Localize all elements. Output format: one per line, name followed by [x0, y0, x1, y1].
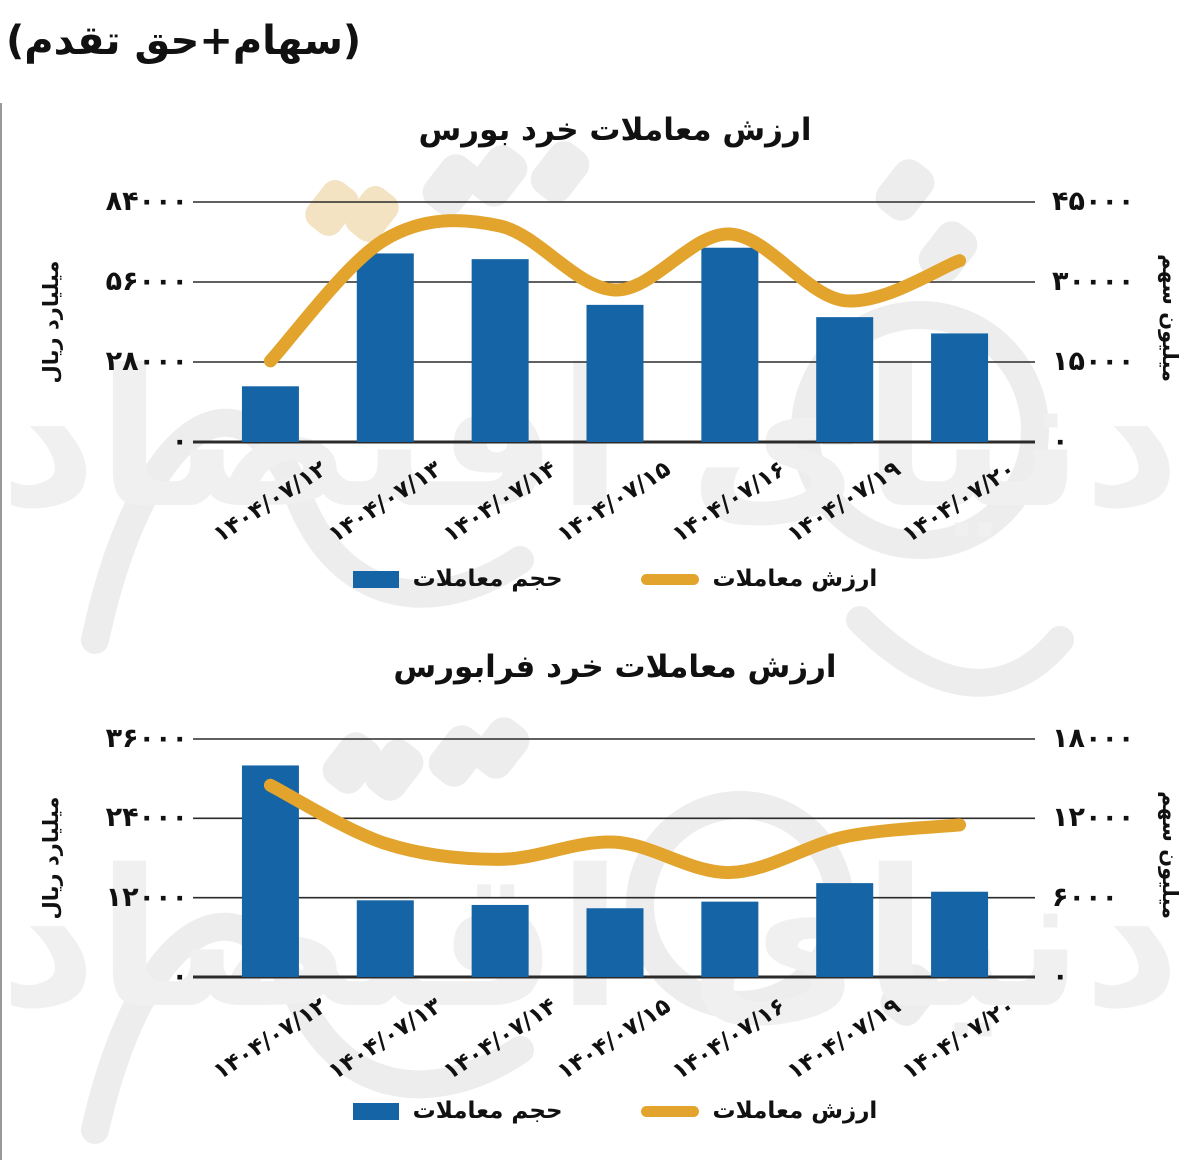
farabourse-x-label: ۱۴۰۴/۰۷/۱۵	[552, 993, 676, 1086]
bourse-x-label: ۱۴۰۴/۰۷/۱۳	[323, 456, 447, 549]
value-legend-swatch	[640, 573, 699, 585]
volume-bar	[931, 333, 989, 442]
value-legend-label: ارزش معاملات	[712, 1098, 878, 1124]
bourse-left-axis-title: میلیارد ریال	[39, 260, 63, 384]
farabourse-plot-area	[193, 738, 1035, 979]
bourse-x-label: ۱۴۰۴/۰۷/۱۴	[438, 456, 562, 549]
volume-bar	[816, 317, 874, 442]
volume-bar	[586, 304, 644, 442]
volume-bar	[586, 908, 644, 977]
bourse-right-tick: ۴۵۰۰۰	[1052, 186, 1135, 217]
volume-bar	[356, 900, 414, 977]
volume-legend-label: حجم معاملات	[412, 566, 563, 592]
column-divider-line	[0, 103, 2, 1160]
value-line	[263, 778, 967, 880]
farabourse-right-axis-title: میلیون سهم	[1158, 790, 1182, 920]
volume-bar	[931, 891, 989, 977]
farabourse-right-tick: ۱۲۰۰۰	[1052, 802, 1135, 833]
bourse-legend: حجم معاملات ارزش معاملات	[213, 566, 1017, 592]
farabourse-x-label: ۱۴۰۴/۰۷/۱۹	[782, 993, 906, 1086]
bourse-x-label: ۱۴۰۴/۰۷/۱۵	[552, 456, 676, 549]
bourse-chart-title: ارزش معاملات خرد بورس	[418, 112, 812, 148]
volume-bar	[356, 253, 414, 442]
volume-bar	[701, 247, 759, 442]
farabourse-x-label: ۱۴۰۴/۰۷/۱۶	[667, 993, 791, 1086]
bourse-right-tick: ۳۰۰۰۰	[1052, 266, 1135, 297]
volume-legend-label: حجم معاملات	[412, 1098, 563, 1124]
farabourse-chart-title: ارزش معاملات خرد فرابورس	[393, 649, 837, 685]
bourse-plot-area	[193, 201, 1035, 444]
bourse-right-tick: ۱۵۰۰۰	[1052, 346, 1135, 377]
volume-bar	[471, 259, 529, 442]
bourse-x-label: ۱۴۰۴/۰۷/۲۰	[897, 456, 1021, 549]
farabourse-legend: حجم معاملات ارزش معاملات	[213, 1098, 1017, 1124]
bourse-right-axis-title: میلیون سهم	[1158, 253, 1182, 383]
farabourse-left-tick: ۱۲۰۰۰	[105, 882, 188, 913]
value-legend-label: ارزش معاملات	[712, 566, 878, 592]
farabourse-left-tick: ۲۴۰۰۰	[105, 802, 188, 833]
farabourse-left-tick: ۰	[171, 961, 188, 992]
bourse-x-label: ۱۴۰۴/۰۷/۱۶	[667, 456, 791, 549]
farabourse-x-label: ۱۴۰۴/۰۷/۲۰	[897, 993, 1021, 1086]
farabourse-x-label: ۱۴۰۴/۰۷/۱۴	[438, 993, 562, 1086]
farabourse-left-tick: ۳۶۰۰۰	[105, 723, 188, 754]
farabourse-x-label: ۱۴۰۴/۰۷/۱۲	[208, 993, 332, 1086]
bourse-left-tick: ۰	[171, 426, 188, 457]
bourse-left-tick: ۵۶۰۰۰	[105, 266, 188, 297]
farabourse-left-axis-title: میلیارد ریال	[39, 796, 63, 920]
volume-bar	[241, 386, 299, 442]
bourse-left-tick: ۲۸۰۰۰	[105, 346, 188, 377]
bourse-left-tick: ۸۴۰۰۰	[105, 186, 188, 217]
bourse-x-label: ۱۴۰۴/۰۷/۱۲	[208, 456, 332, 549]
volume-legend-swatch	[352, 1102, 399, 1120]
volume-bar	[701, 901, 759, 977]
value-legend-swatch	[640, 1105, 699, 1117]
volume-bar	[816, 883, 874, 977]
header-note: (سهام+حق تقدم)	[6, 18, 362, 64]
bourse-x-label: ۱۴۰۴/۰۷/۱۹	[782, 456, 906, 549]
bourse-right-tick: ۰	[1052, 426, 1069, 457]
farabourse-right-tick: ۶۰۰۰	[1052, 882, 1118, 913]
farabourse-right-tick: ۱۸۰۰۰	[1052, 723, 1135, 754]
farabourse-x-label: ۱۴۰۴/۰۷/۱۳	[323, 993, 447, 1086]
volume-bar	[471, 904, 529, 977]
volume-legend-swatch	[352, 570, 399, 588]
farabourse-right-tick: ۰	[1052, 961, 1069, 992]
